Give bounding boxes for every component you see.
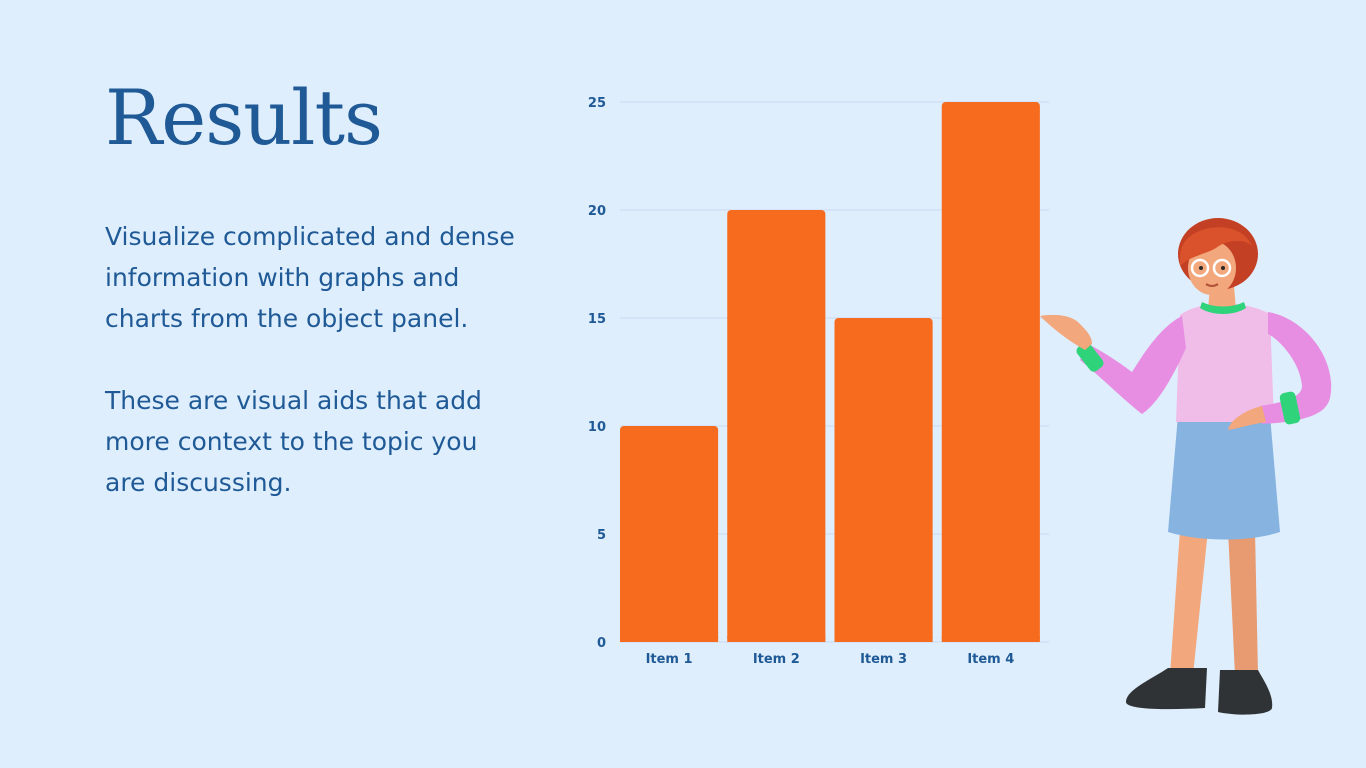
bar-3-base — [834, 636, 933, 642]
x-tick-label: Item 1 — [646, 652, 693, 667]
left-hand — [1040, 314, 1092, 350]
x-tick-label: Item 4 — [967, 652, 1014, 667]
right-leg — [1228, 530, 1258, 675]
paragraph-1: Visualize complicated and dense informat… — [105, 222, 515, 333]
right-shoe — [1218, 670, 1273, 715]
right-hand — [1228, 406, 1266, 430]
left-eye — [1199, 266, 1203, 270]
paragraph-2: These are visual aids that add more cont… — [105, 386, 482, 497]
left-leg — [1170, 530, 1208, 675]
y-tick-label: 0 — [597, 636, 606, 651]
skirt — [1168, 415, 1280, 540]
bar-1-base — [620, 636, 719, 642]
slide-title: Results — [105, 73, 383, 162]
presenter-character-illustration — [1040, 218, 1332, 715]
bar-4 — [941, 102, 1040, 642]
right-arm — [1260, 312, 1332, 424]
left-shoe — [1126, 668, 1207, 710]
bar-2-base — [727, 636, 826, 642]
bar-2 — [727, 210, 826, 642]
y-tick-label: 10 — [588, 420, 606, 435]
bar-4-base — [941, 636, 1040, 642]
y-tick-label: 20 — [588, 204, 606, 219]
x-tick-label: Item 2 — [753, 652, 800, 667]
right-eye — [1221, 266, 1225, 270]
body-text: Visualize complicated and dense informat… — [105, 216, 515, 544]
hair-front — [1180, 227, 1252, 266]
right-cuff — [1279, 391, 1301, 425]
bar-1 — [620, 426, 719, 642]
y-tick-label: 5 — [597, 528, 606, 543]
glasses-left-lens — [1190, 258, 1210, 278]
y-tick-label: 15 — [588, 312, 606, 327]
left-arm — [1080, 316, 1186, 414]
mouth — [1205, 283, 1219, 287]
sweater — [1176, 303, 1274, 422]
bar-3 — [834, 318, 933, 642]
left-cuff — [1076, 342, 1104, 372]
bar-chart: 0 5 10 15 20 25 Item 1 Item 2 Item 3 Item 4 — [588, 96, 1049, 667]
y-tick-label: 25 — [588, 96, 606, 111]
collar — [1200, 302, 1246, 314]
x-tick-label: Item 3 — [860, 652, 907, 667]
glasses-right-lens — [1212, 258, 1232, 278]
